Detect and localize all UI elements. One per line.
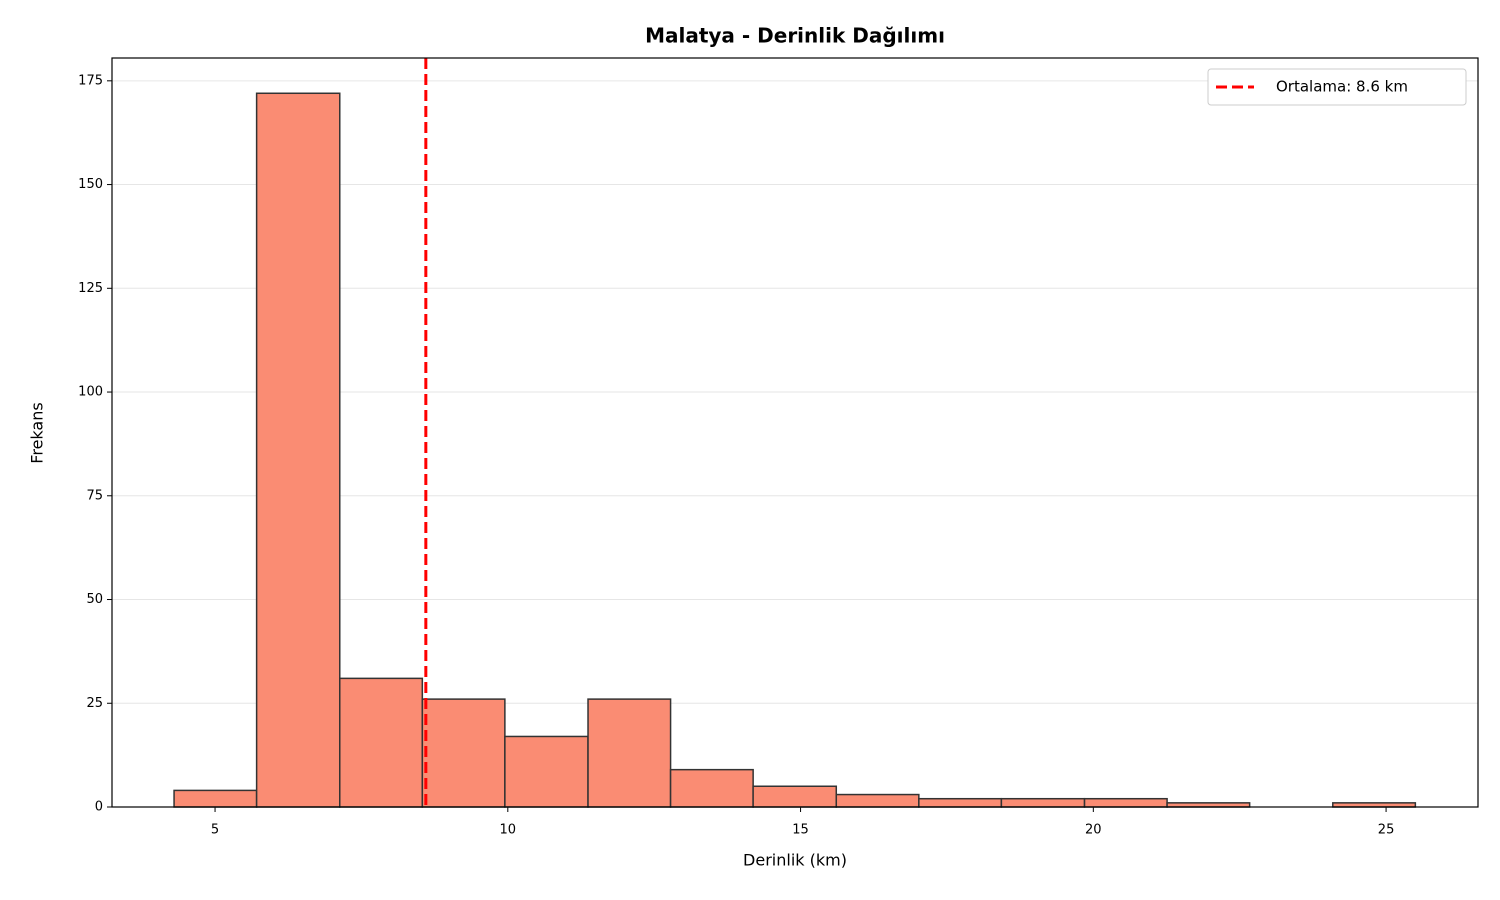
- x-tick-label: 20: [1085, 823, 1102, 838]
- chart-title: Malatya - Derinlik Dağılımı: [645, 24, 945, 48]
- bar: [752, 785, 838, 808]
- bar: [339, 677, 424, 808]
- bar: [587, 698, 672, 808]
- y-tick-label: 125: [78, 281, 103, 296]
- legend-box: [1207, 68, 1467, 106]
- y-tick-label: 150: [78, 177, 103, 192]
- bar: [1332, 802, 1417, 808]
- y-tick-label: 75: [86, 488, 103, 503]
- x-tick-label: 25: [1378, 823, 1395, 838]
- legend-label: Ortalama: 8.6 km: [1276, 78, 1408, 96]
- y-tick-label: 25: [86, 696, 103, 711]
- bar: [504, 735, 589, 808]
- y-tick-label: 100: [78, 385, 103, 400]
- plot-frame: [111, 57, 1479, 808]
- y-tick-label: 50: [86, 592, 103, 607]
- bar: [1166, 802, 1251, 808]
- bar: [669, 768, 754, 808]
- bar: [255, 92, 341, 808]
- bar: [1083, 797, 1168, 808]
- bar: [918, 797, 1003, 808]
- x-axis-label: Derinlik (km): [743, 851, 847, 870]
- bar: [835, 793, 920, 808]
- y-axis-label: Frekans: [28, 402, 47, 463]
- y-tick-label: 175: [78, 73, 103, 88]
- bar: [1000, 797, 1086, 808]
- bar: [173, 789, 258, 808]
- x-tick-label: 10: [500, 823, 517, 838]
- bar: [421, 698, 506, 808]
- x-tick-label: 15: [792, 823, 809, 838]
- y-tick-label: 0: [95, 800, 103, 815]
- x-tick-label: 5: [211, 823, 219, 838]
